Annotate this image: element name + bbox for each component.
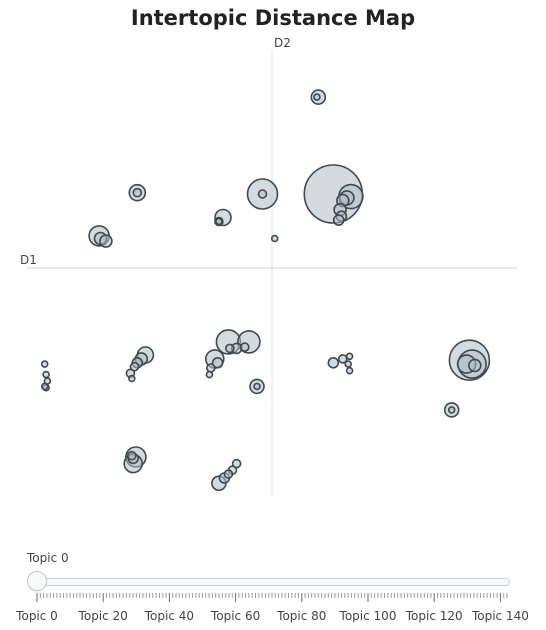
topic-bubble[interactable] <box>257 189 268 199</box>
topic-bubble[interactable] <box>42 370 50 379</box>
d1-axis-label: D1 <box>20 253 37 267</box>
topic-bubble[interactable] <box>205 370 214 379</box>
topic-bubble[interactable] <box>240 342 250 352</box>
topic-bubble[interactable] <box>231 458 242 469</box>
slider-step-label[interactable]: Topic 60 <box>210 609 261 623</box>
topic-bubble[interactable] <box>225 343 235 354</box>
intertopic-scatter-plot: D2 D1 <box>20 36 517 495</box>
topic-bubble[interactable] <box>206 363 216 373</box>
topic-bubble[interactable] <box>99 234 113 248</box>
topic-bubble[interactable] <box>40 360 49 368</box>
topic-bubble[interactable] <box>345 352 354 361</box>
slider-step-label[interactable]: Topic 120 <box>405 609 463 623</box>
topic-bubble[interactable] <box>332 214 345 226</box>
topic-bubble[interactable] <box>467 358 482 373</box>
topic-bubble[interactable] <box>129 361 140 372</box>
slider-step-label[interactable]: Topic 20 <box>78 609 128 623</box>
topic-bubble[interactable] <box>337 354 348 364</box>
topic-bubble[interactable] <box>132 187 143 198</box>
topic-bubble[interactable] <box>270 234 279 243</box>
slider-current-value: Topic 0 <box>27 551 69 565</box>
topic-bubbles <box>40 89 491 492</box>
d2-axis-label: D2 <box>274 36 291 50</box>
topic-bubble[interactable] <box>128 374 136 383</box>
topic-bubble[interactable] <box>223 469 234 479</box>
slider-step-label[interactable]: Topic 100 <box>339 609 397 623</box>
slider-handle[interactable] <box>27 571 47 591</box>
slider-step-label[interactable]: Topic 80 <box>277 609 327 623</box>
topic-bubble[interactable] <box>127 450 137 461</box>
chart-title: Intertopic Distance Map <box>130 6 416 30</box>
topic-bubble[interactable] <box>327 356 340 369</box>
topic-bubble[interactable] <box>313 93 321 101</box>
topic-bubble[interactable] <box>344 360 353 368</box>
topic-slider[interactable]: Topic 0 Topic 0 Topic 20 Topic 40 Topic 60 T… <box>0 540 546 630</box>
topic-bubble[interactable] <box>447 406 456 414</box>
topic-bubble[interactable] <box>215 217 223 226</box>
topic-bubble[interactable] <box>345 366 354 375</box>
topic-bubble[interactable] <box>253 382 261 391</box>
topic-bubble[interactable] <box>211 356 224 369</box>
slider-step-label[interactable]: Topic 0 <box>16 609 58 623</box>
topic-bubble[interactable] <box>40 382 49 391</box>
slider-step-label[interactable]: Topic 140 <box>471 609 529 623</box>
slider-step-label[interactable]: Topic 40 <box>144 609 195 623</box>
slider-ticks <box>36 593 508 602</box>
